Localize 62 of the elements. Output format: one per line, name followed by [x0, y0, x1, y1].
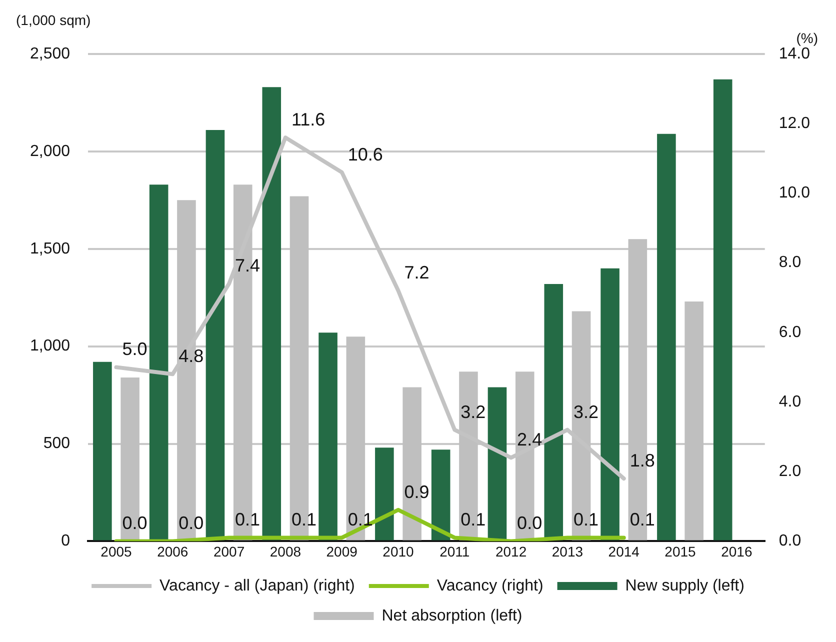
legend-label: Vacancy - all (Japan) (right): [160, 577, 355, 594]
x-tick-label: 2014: [608, 543, 640, 560]
x-tick-label: 2011: [440, 543, 470, 560]
data-label: 7.2: [404, 262, 430, 283]
x-tick-label: 2016: [721, 543, 752, 560]
bar: [488, 387, 507, 540]
y-tick-label: 1,500: [30, 240, 70, 258]
data-label: 7.4: [235, 256, 260, 276]
bar: [713, 79, 732, 540]
x-tick-label: 2013: [552, 543, 584, 560]
x-tick-label: 2015: [664, 543, 696, 560]
y2-tick-label: 14.0: [778, 45, 810, 62]
y2-tick-label: 8.0: [778, 254, 802, 272]
data-label: 0.0: [178, 513, 204, 534]
y-tick-label: 2,500: [30, 45, 70, 62]
data-label: 0.1: [630, 510, 655, 530]
y2-tick-label: 4.0: [778, 393, 802, 410]
data-label: 3.2: [573, 402, 598, 422]
legend-label: Vacancy (right): [436, 577, 544, 594]
y2-axis-title: (%): [796, 30, 818, 46]
y2-tick-label: 2.0: [778, 463, 802, 480]
data-label: 0.1: [291, 510, 316, 530]
y-tick-label: 2,000: [30, 142, 70, 160]
bar: [375, 448, 394, 540]
x-tick-label: 2010: [382, 543, 414, 560]
data-label: 2.4: [517, 430, 542, 450]
data-label: 0.1: [573, 510, 598, 530]
bar: [600, 268, 620, 540]
legend-label: Net absorption (left): [382, 607, 522, 624]
y2-tick-label: 6.0: [778, 324, 802, 341]
y2-tick-label: 12.0: [778, 115, 810, 132]
y2-tick-label: 10.0: [778, 184, 810, 202]
bar: [93, 362, 112, 540]
y-tick-label: 1,000: [30, 338, 70, 355]
bar: [657, 134, 676, 540]
bar: [431, 450, 450, 540]
data-label: 0.9: [404, 482, 430, 502]
x-tick-label: 2007: [213, 543, 245, 560]
data-label: 0.1: [348, 510, 373, 530]
data-label: 1.8: [630, 450, 655, 471]
data-label: 0.0: [517, 513, 542, 534]
data-label: 3.2: [460, 402, 486, 422]
data-label: 0.1: [235, 510, 260, 530]
data-label: 0.1: [460, 510, 486, 530]
y2-tick-label: 0.0: [778, 532, 802, 550]
data-label: 10.6: [348, 144, 383, 164]
x-tick-label: 2009: [326, 543, 358, 560]
data-label: 0.0: [122, 513, 148, 534]
legend-label: New supply (left): [625, 577, 744, 594]
x-tick-label: 2008: [270, 543, 302, 560]
bar: [262, 87, 282, 540]
y-tick-label: 500: [43, 435, 70, 452]
bar: [318, 332, 338, 540]
bar: [149, 184, 168, 540]
y-axis-title: (1,000 sqm): [16, 12, 91, 28]
data-label: 11.6: [291, 109, 326, 130]
x-tick-label: 2012: [495, 543, 527, 560]
x-tick-label: 2006: [157, 543, 188, 560]
data-label: 4.8: [178, 346, 204, 366]
data-label: 5.0: [122, 339, 148, 360]
y-tick-label: 0: [61, 532, 70, 550]
x-tick-label: 2005: [100, 543, 132, 560]
